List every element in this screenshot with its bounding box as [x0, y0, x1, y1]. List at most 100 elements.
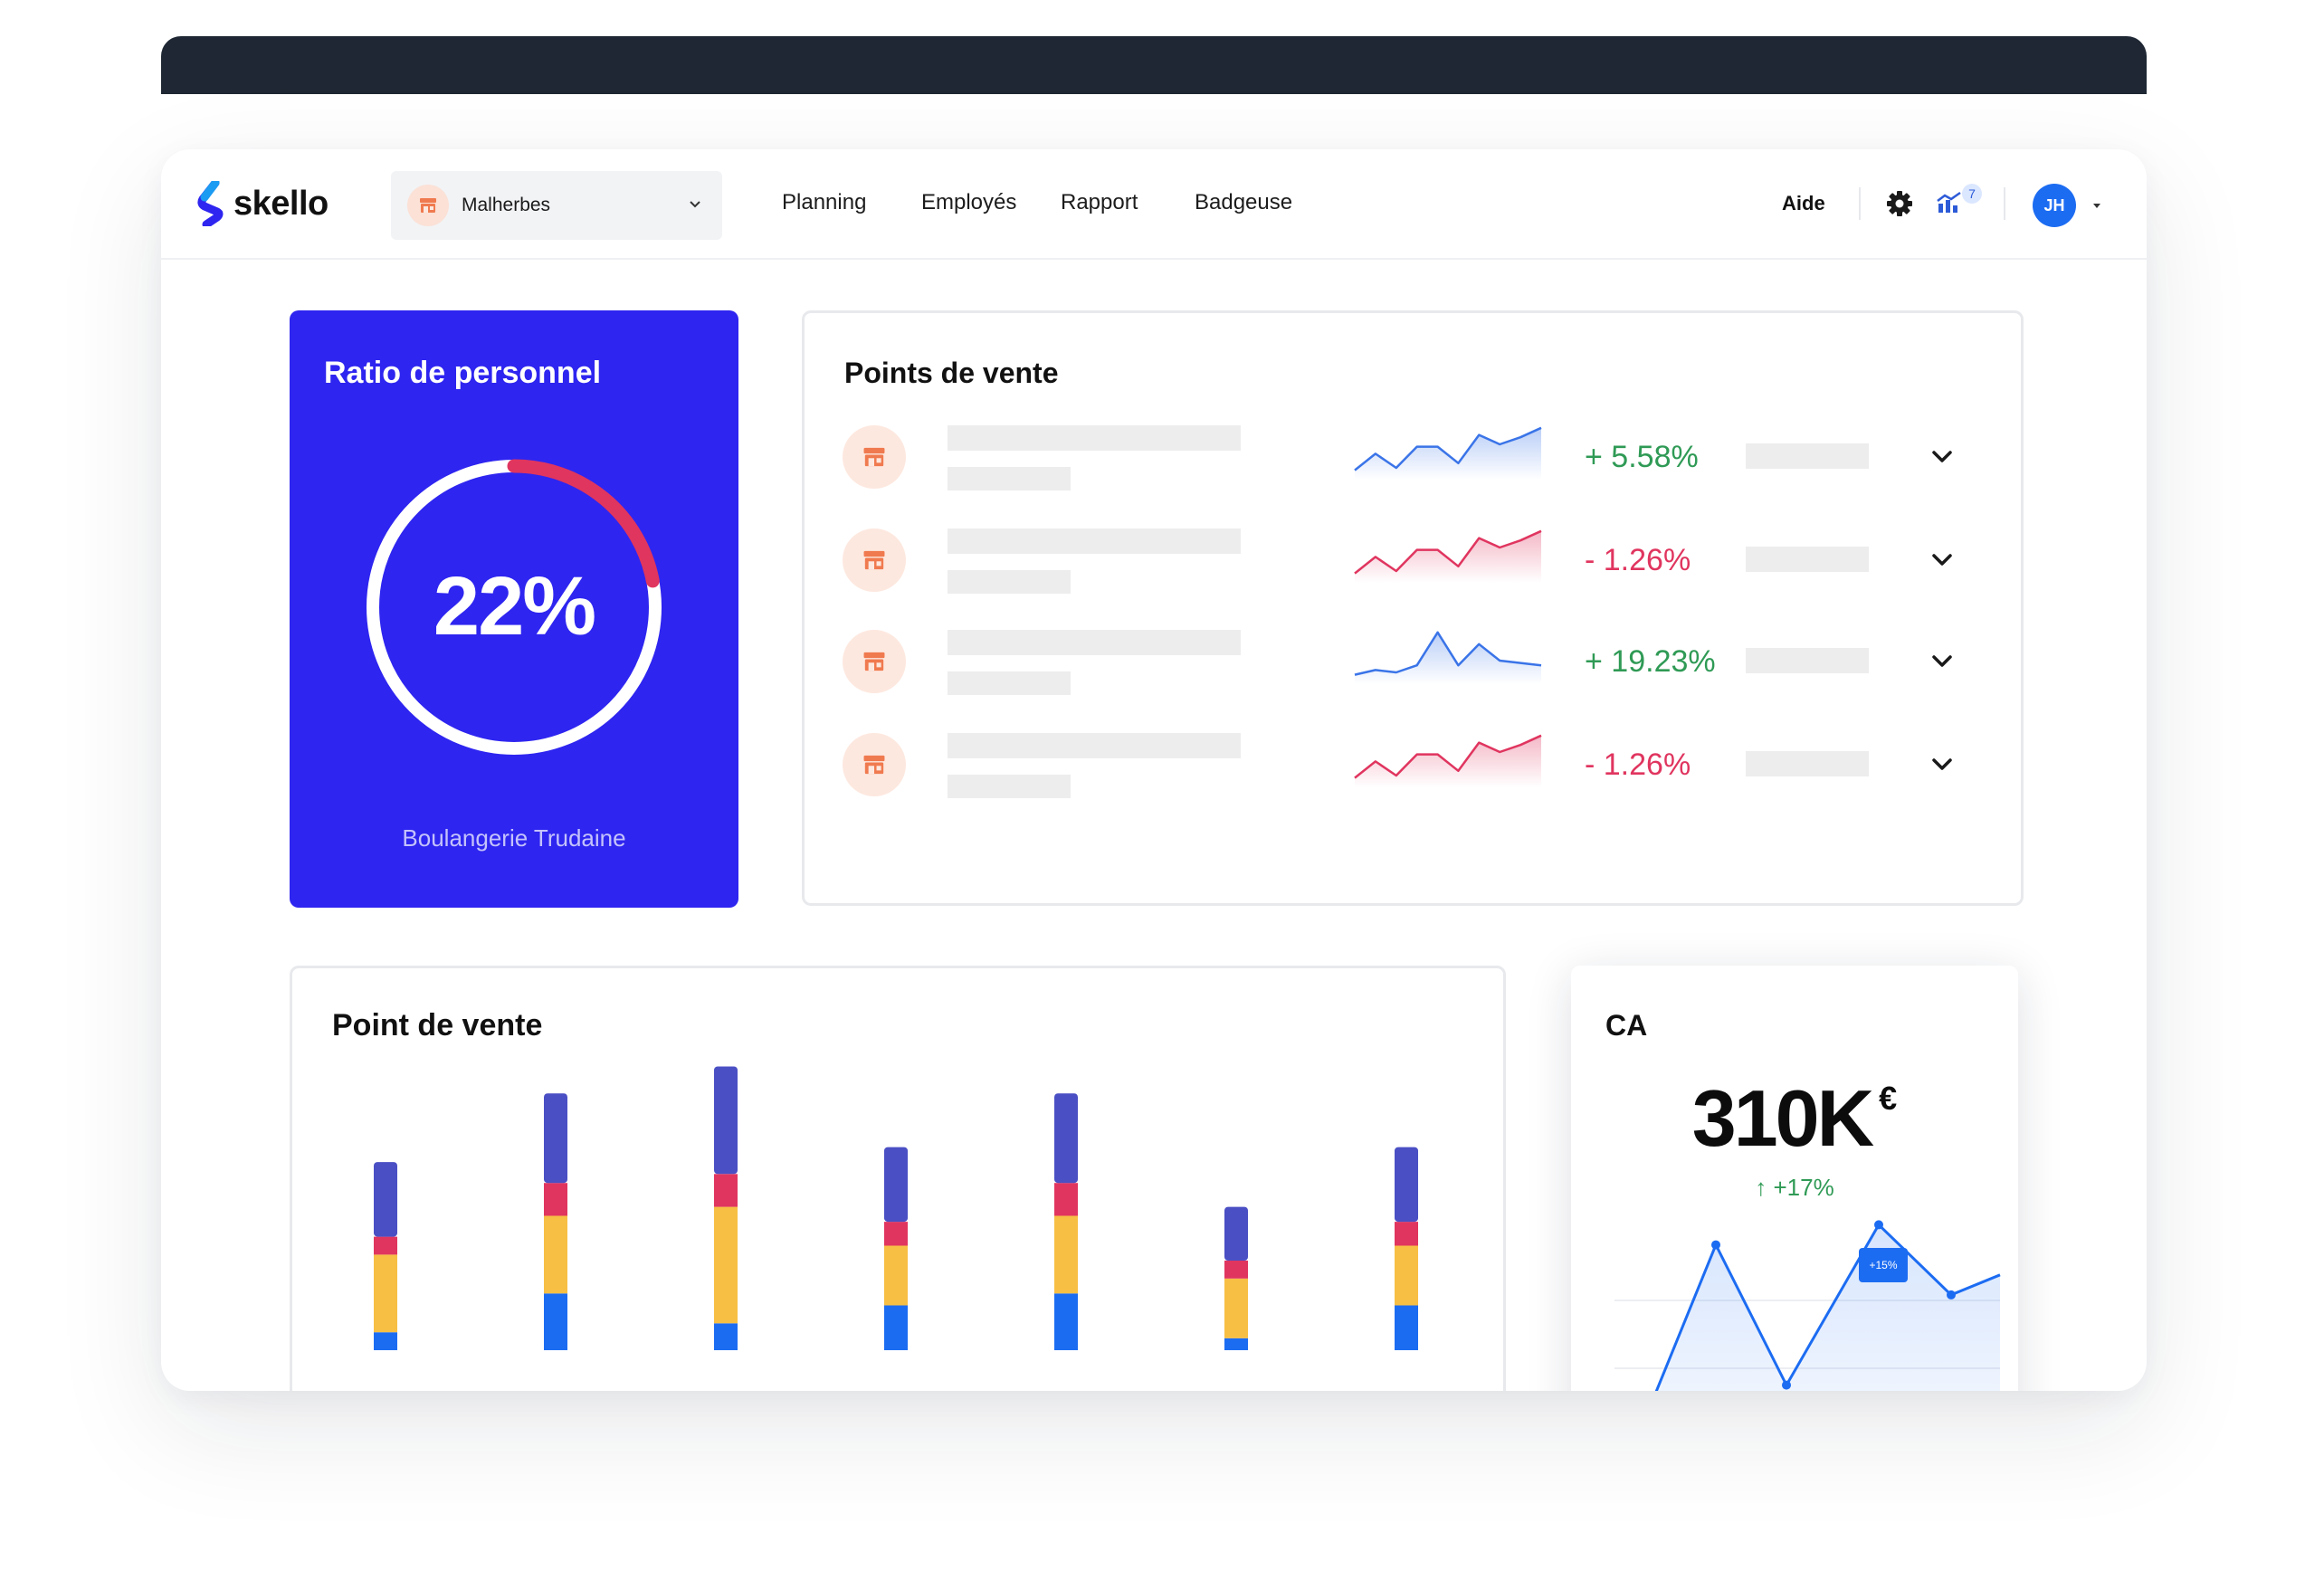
bar-segment — [374, 1236, 397, 1255]
store-icon — [863, 447, 885, 467]
placeholder-bar — [948, 528, 1241, 554]
staff-ratio-value: 22% — [433, 560, 596, 652]
chevron-down-icon[interactable] — [1927, 749, 1957, 780]
stats-icon[interactable] — [1935, 186, 1966, 216]
bar-segment — [714, 1206, 738, 1324]
revenue-currency: € — [1879, 1080, 1898, 1117]
app-window: skello Malherbes Planning Employés Rappo… — [161, 149, 2147, 1391]
placeholder-bar — [948, 425, 1241, 451]
bar-segment — [1224, 1206, 1248, 1261]
revenue-point[interactable] — [1874, 1220, 1883, 1230]
point-of-sale-row[interactable]: + 19.23% — [805, 621, 2021, 702]
bar-segment — [544, 1215, 567, 1294]
bar-segment — [1395, 1147, 1418, 1223]
bar-segment — [884, 1147, 908, 1223]
bar-segment — [1054, 1215, 1078, 1294]
placeholder-bar — [948, 570, 1071, 594]
nav-rapport[interactable]: Rapport — [1061, 190, 1138, 214]
skello-logo-icon — [197, 181, 224, 226]
sparkline-line — [1354, 734, 1542, 779]
chevron-down-icon[interactable] — [1927, 442, 1957, 472]
chevron-down-icon[interactable] — [1927, 646, 1957, 677]
revenue-line — [1654, 1223, 2001, 1391]
store-badge — [843, 733, 906, 796]
bar-segment — [1395, 1305, 1418, 1350]
bar-segment — [1224, 1338, 1248, 1350]
bar-segment — [374, 1162, 397, 1237]
notification-badge: 7 — [1962, 184, 1982, 204]
bar-segment — [1054, 1093, 1078, 1184]
revenue-tooltip-tag: +15% — [1859, 1248, 1908, 1282]
staff-ratio-title: Ratio de personnel — [324, 356, 602, 390]
sparkline — [1354, 426, 1542, 480]
revenue-line-chart — [1614, 1220, 2001, 1391]
staff-ratio-donut — [366, 459, 662, 756]
store-selector[interactable]: Malherbes — [391, 171, 722, 240]
logo[interactable]: skello — [197, 181, 329, 226]
placeholder-bar — [948, 733, 1241, 758]
points-of-sale-title: Points de vente — [844, 357, 1059, 389]
revenue-point[interactable] — [1711, 1240, 1720, 1250]
nav-planning[interactable]: Planning — [782, 190, 867, 214]
sparkline-area — [1355, 427, 1541, 480]
change-percent: + 5.58% — [1585, 440, 1699, 474]
caret-down-icon[interactable] — [2091, 202, 2103, 211]
bar-segment — [374, 1254, 397, 1333]
chevron-down-icon[interactable] — [1927, 545, 1957, 576]
bar-segment — [884, 1222, 908, 1246]
revenue-point[interactable] — [1782, 1380, 1791, 1390]
bar-segment — [1395, 1245, 1418, 1306]
revenue-card: CA 310K € ↑ +17% +15% — [1571, 966, 2018, 1391]
bar-segment — [714, 1323, 738, 1350]
sparkline — [1354, 631, 1542, 684]
help-link[interactable]: Aide — [1782, 192, 1825, 214]
point-of-sale-row[interactable]: + 5.58% — [805, 416, 2021, 498]
store-name: Malherbes — [462, 195, 551, 215]
user-avatar[interactable]: JH — [2033, 184, 2076, 227]
store-badge — [843, 528, 906, 592]
bar-segment — [374, 1332, 397, 1350]
point-of-sale-chart-card: Point de vente — [290, 966, 1506, 1391]
bar-segment — [714, 1066, 738, 1175]
sparkline — [1354, 529, 1542, 583]
point-of-sale-row[interactable]: - 1.26% — [805, 519, 2021, 601]
gear-icon[interactable] — [1886, 190, 1913, 217]
bar-segment — [1224, 1261, 1248, 1279]
store-icon — [863, 755, 885, 775]
store-icon — [863, 550, 885, 570]
sparkline-line — [1354, 631, 1542, 676]
staff-ratio-card: Ratio de personnel 22% Boulangerie Truda… — [290, 310, 738, 908]
point-of-sale-row[interactable]: - 1.26% — [805, 724, 2021, 805]
revenue-value: 310K € — [1571, 1072, 2018, 1165]
nav-divider — [1859, 187, 1861, 220]
placeholder-bar — [948, 775, 1071, 798]
placeholder-bar — [1746, 648, 1869, 673]
store-icon — [420, 198, 436, 213]
change-percent: - 1.26% — [1585, 747, 1691, 782]
top-navigation: skello Malherbes Planning Employés Rappo… — [161, 149, 2147, 260]
bar-segment — [1054, 1293, 1078, 1350]
placeholder-bar — [948, 630, 1241, 655]
sparkline-area — [1355, 735, 1541, 787]
logo-text: skello — [233, 184, 329, 223]
change-percent: + 19.23% — [1585, 644, 1716, 679]
staff-ratio-arc — [366, 459, 662, 756]
sparkline-line — [1354, 529, 1542, 575]
stacked-bar-chart — [374, 1066, 1418, 1350]
store-icon — [863, 652, 885, 671]
placeholder-bar — [948, 467, 1071, 490]
bar-segment — [544, 1093, 567, 1184]
nav-employes[interactable]: Employés — [921, 190, 1017, 214]
bar-segment — [544, 1293, 567, 1350]
browser-top-bar — [161, 36, 2147, 94]
sparkline-line — [1354, 426, 1542, 471]
revenue-point[interactable] — [1947, 1290, 1956, 1300]
placeholder-bar — [1746, 443, 1869, 469]
bar-segment — [884, 1305, 908, 1350]
bar-segment — [884, 1245, 908, 1306]
chevron-down-icon — [690, 201, 700, 208]
nav-badgeuse[interactable]: Badgeuse — [1195, 190, 1293, 214]
bar-segment — [1054, 1183, 1078, 1216]
store-badge — [843, 630, 906, 693]
bar-segment — [714, 1174, 738, 1207]
